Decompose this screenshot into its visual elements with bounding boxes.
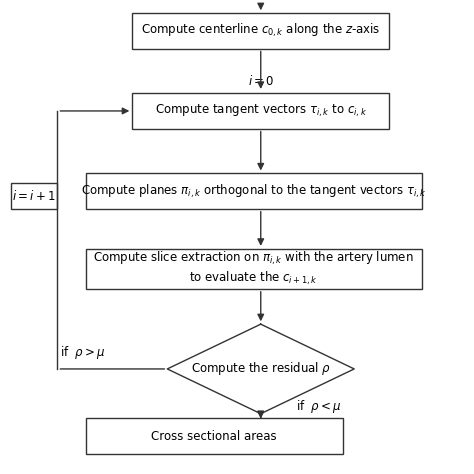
Text: Compute planes $\pi_{i,k}$ orthogonal to the tangent vectors $\tau_{i,k}$: Compute planes $\pi_{i,k}$ orthogonal to… — [81, 182, 427, 200]
Text: $i = i+1$: $i = i+1$ — [12, 189, 56, 203]
Text: Compute tangent vectors $\tau_{i,k}$ to $c_{i,k}$: Compute tangent vectors $\tau_{i,k}$ to … — [155, 103, 367, 119]
Text: Cross sectional areas: Cross sectional areas — [151, 429, 277, 443]
Text: $i = 0$: $i = 0$ — [247, 73, 274, 88]
FancyBboxPatch shape — [85, 249, 422, 289]
FancyBboxPatch shape — [132, 13, 389, 48]
FancyBboxPatch shape — [11, 183, 57, 209]
Text: Compute centerline $c_{0,k}$ along the $z$-axis: Compute centerline $c_{0,k}$ along the $… — [141, 22, 381, 39]
Text: if  $\rho > \mu$: if $\rho > \mu$ — [60, 344, 106, 361]
Text: Compute slice extraction on $\pi_{i,k}$ with the artery lumen
to evaluate the $c: Compute slice extraction on $\pi_{i,k}$ … — [93, 250, 414, 287]
FancyBboxPatch shape — [85, 173, 422, 209]
FancyBboxPatch shape — [85, 419, 343, 454]
Text: Compute the residual $\rho$: Compute the residual $\rho$ — [191, 360, 331, 377]
Text: if  $\rho < \mu$: if $\rho < \mu$ — [296, 398, 342, 415]
FancyBboxPatch shape — [132, 93, 389, 128]
